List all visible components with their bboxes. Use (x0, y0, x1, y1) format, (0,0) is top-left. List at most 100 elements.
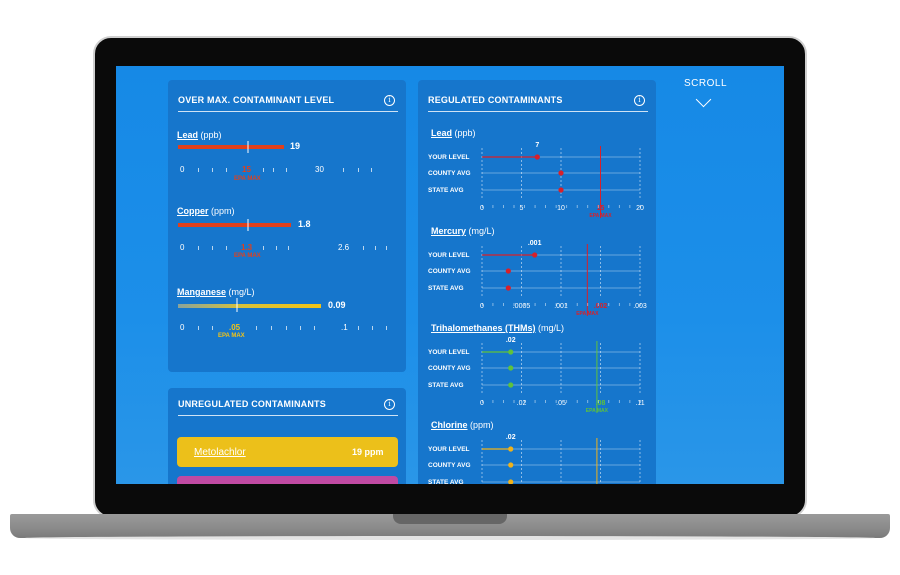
lead-chart-label: Lead (ppb) (431, 128, 476, 138)
laptop-notch (393, 514, 507, 524)
minor-tick (503, 400, 504, 403)
over-max-title: OVER MAX. CONTAMINANT LEVEL (178, 95, 335, 105)
lead-unit: (ppb) (200, 130, 222, 140)
manganese-bar (178, 304, 321, 308)
manganese-gauge (178, 298, 387, 330)
lead-tick-30: 30 (315, 165, 324, 174)
minor-tick (555, 400, 557, 403)
lead-chart-name[interactable]: Lead (431, 128, 453, 138)
row-label: YOUR LEVEL (428, 252, 470, 259)
copper-tick-0: 0 (180, 243, 185, 252)
manganese-epa-value: .05 (229, 323, 241, 332)
axis-tick-label: 0 (480, 400, 484, 407)
chlorine-chart-label: Chlorine (ppm) (431, 420, 494, 430)
minor-tick (492, 205, 494, 208)
minor-tick (534, 400, 536, 403)
unregulated-row-2[interactable] (177, 476, 398, 484)
manganese-ticks (198, 326, 387, 330)
info-icon[interactable]: i (384, 95, 395, 106)
axis-tick-label: 10 (557, 205, 565, 212)
axis-tick-label: .003 (633, 303, 647, 310)
minor-tick (482, 400, 483, 403)
axis-tick-label: .08 (596, 400, 606, 407)
lead-gauge (178, 141, 372, 172)
manganese-name[interactable]: Manganese (177, 287, 227, 297)
row-label: YOUR LEVEL (428, 154, 470, 161)
axis-tick-label: 0 (480, 303, 484, 310)
minor-tick (608, 400, 610, 403)
lead-label: Lead (ppb) (177, 130, 222, 140)
mercury-chart-unit: (mg/L) (466, 226, 495, 236)
minor-tick (492, 303, 494, 306)
axis-tick-label: .002 (594, 303, 608, 310)
copper-name[interactable]: Copper (177, 206, 209, 216)
chlorine-dot-chart: YOUR LEVEL COUNTY AVG STATE AVG .02 (428, 434, 641, 484)
row-label: COUNTY AVG (428, 365, 471, 372)
copper-gauge (178, 219, 387, 250)
minor-tick (566, 400, 568, 403)
minor-tick (524, 205, 525, 208)
trihalomethanes-thms-chart-label: Trihalomethanes (THMs) (mg/L) (431, 323, 564, 333)
row-label: COUNTY AVG (428, 170, 471, 177)
minor-tick (555, 303, 557, 306)
minor-tick (618, 400, 620, 403)
minor-tick (640, 303, 641, 306)
screen: SCROLL OVER MAX. CONTAMINANT LEVEL i Lea… (116, 66, 784, 484)
divider (178, 415, 398, 416)
minor-tick (608, 303, 610, 306)
minor-tick (513, 400, 515, 403)
minor-tick (513, 303, 515, 306)
chevron-down-icon[interactable] (695, 91, 712, 108)
minor-tick (503, 205, 504, 208)
lead-bar (178, 145, 284, 149)
trihalomethanes-thms-chart-name[interactable]: Trihalomethanes (THMs) (431, 323, 536, 333)
divider (178, 111, 398, 112)
minor-tick (597, 400, 599, 403)
your-level-value: .02 (506, 337, 516, 344)
minor-tick (587, 205, 589, 208)
copper-epa-caption: EPA MAX (234, 253, 261, 259)
axis-tick-label: 0 (480, 205, 484, 212)
manganese-label: Manganese (mg/L) (177, 287, 255, 297)
axis-tick-label: .11 (635, 400, 644, 407)
copper-unit: (ppm) (211, 206, 235, 216)
lead-epa-value: 15 (242, 165, 251, 174)
minor-tick (587, 400, 589, 403)
axis-tick-label: .001 (554, 303, 568, 310)
copper-label: Copper (ppm) (177, 206, 235, 216)
row-label: STATE AVG (428, 479, 464, 484)
data-dot (505, 285, 511, 291)
scroll-label[interactable]: SCROLL (684, 78, 728, 89)
data-dot (508, 382, 514, 388)
minor-tick (629, 400, 631, 403)
chlorine-chart-name[interactable]: Chlorine (431, 420, 468, 430)
metolachlor-link[interactable]: Metolachlor (194, 447, 246, 458)
axis-tick-label: 20 (636, 205, 644, 212)
metolachlor-name[interactable]: Metolachlor (194, 447, 246, 458)
manganese-tick-0: 0 (180, 323, 185, 332)
lead-chart-unit: (ppb) (452, 128, 476, 138)
metolachlor-row[interactable]: Metolachlor 19 ppm (177, 437, 398, 467)
copper-epa-value: 1.3 (241, 243, 253, 252)
epa-max-caption: EPA MAX (586, 408, 609, 414)
info-icon[interactable]: i (384, 399, 395, 410)
regulated-title: REGULATED CONTAMINANTS (428, 95, 563, 105)
axis-tick-label: .05 (556, 400, 566, 407)
minor-tick (503, 303, 504, 306)
manganese-tick-max: .1 (341, 323, 348, 332)
your-level-value: .02 (506, 434, 516, 441)
minor-tick (597, 205, 599, 208)
lead-tick-0: 0 (180, 165, 185, 174)
epa-max-caption: EPA MAX (589, 213, 612, 219)
info-icon[interactable]: i (634, 95, 645, 106)
data-dot (508, 446, 514, 452)
minor-tick (629, 303, 631, 306)
mercury-chart-name[interactable]: Mercury (431, 226, 467, 236)
minor-tick (555, 205, 557, 208)
chlorine-chart-unit: (ppm) (467, 420, 494, 430)
trihalomethanes-thms-dot-chart: YOUR LEVEL COUNTY AVG STATE AVG .02 0 .02 .05.… (428, 337, 645, 414)
data-dot (508, 462, 514, 468)
data-dot (558, 187, 564, 193)
minor-tick (566, 303, 568, 306)
lead-name[interactable]: Lead (177, 130, 199, 140)
